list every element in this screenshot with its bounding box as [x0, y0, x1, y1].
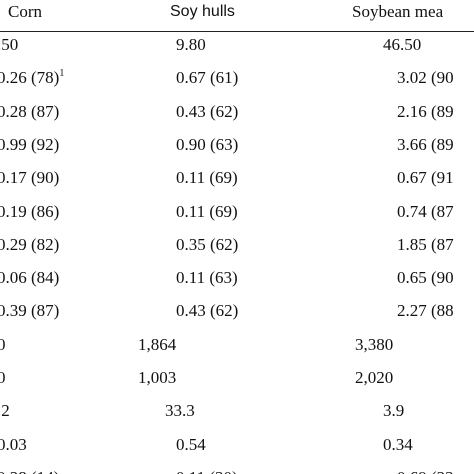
table-cell: 2,020 [355, 368, 394, 387]
table-cell: 1.85 (87 [397, 234, 454, 254]
table-cell: 0.65 (90 [397, 268, 454, 288]
table-cell: 0.11 (63) [176, 268, 238, 288]
table-cell: 0.35 (62) [176, 234, 239, 254]
table-cell: 0.39 (87) [0, 301, 60, 321]
table-cell: 0.03 [0, 434, 27, 454]
table-cell: .2 [0, 401, 10, 421]
table-cell: 0.67 (91 [397, 168, 454, 188]
header-cell: Soybean mea [352, 2, 444, 21]
table-cell: 0.43 (62) [176, 301, 239, 321]
table-cell: 0.19 (86) [0, 201, 60, 221]
table-cell: 0.11 (69) [176, 168, 238, 188]
table-cell: 9.80 [176, 35, 206, 54]
table-cell: 1,864 [138, 334, 177, 354]
table-cell: 1,003 [138, 368, 177, 387]
table-cell: 2.16 (89 [397, 101, 454, 121]
footnote-mark: 1 [59, 68, 65, 80]
table-cell: .50 [0, 35, 19, 54]
header-rule [0, 31, 474, 32]
table-cell: 0.69 (23 [397, 468, 454, 474]
table-cell: 46.50 [383, 35, 422, 54]
table-cell: 0.34 [383, 434, 413, 454]
table-cell: 0.90 (63) [176, 134, 239, 154]
table-cell: 0 [0, 368, 6, 387]
table-cell: 0.28 (87) [0, 101, 60, 121]
table-cell: 33.3 [165, 401, 195, 421]
table-cell: 0.43 (62) [176, 101, 239, 121]
table-cell: 0.11 (69) [176, 201, 238, 221]
table-cell: 0.74 (87 [397, 201, 454, 221]
table-cell: 0.17 (90) [0, 168, 60, 188]
table-cell: 3,380 [355, 334, 394, 354]
cell-text: 0.26 (78) [0, 68, 60, 88]
table-cell: 0.29 (82) [0, 234, 60, 254]
table-cell: 0.06 (84) [0, 268, 60, 288]
table-cell: 0.99 (92) [0, 134, 60, 154]
table-cell: 0.67 (61) [176, 68, 239, 88]
table-cell: 2.27 (88 [397, 301, 454, 321]
table-cell: 0 [0, 334, 6, 354]
table-cell: 0.11 (30) [176, 468, 238, 474]
header-cell: Corn [8, 2, 42, 21]
table-cell: 3.66 (89 [397, 134, 454, 154]
table-cell: 0.28 (14) [0, 468, 59, 474]
table-cell: 3.9 [383, 401, 405, 421]
table-cell: 0.54 [176, 434, 206, 454]
table-cell: 3.02 (90 [397, 68, 454, 88]
header-cell: Soy hulls [170, 3, 235, 20]
table-cell: 0.26 (78)1 [0, 68, 64, 88]
